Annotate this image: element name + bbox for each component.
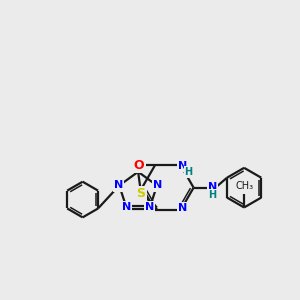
Text: N: N <box>208 182 217 192</box>
Text: H: H <box>184 167 193 177</box>
Text: N: N <box>122 202 131 212</box>
Text: H: H <box>208 190 217 200</box>
Text: N: N <box>153 181 163 190</box>
Text: O: O <box>134 159 144 172</box>
Text: N: N <box>114 181 123 190</box>
Text: N: N <box>178 203 187 213</box>
Text: N: N <box>145 202 154 212</box>
Text: S: S <box>136 187 146 200</box>
Text: N: N <box>178 161 187 171</box>
Text: CH₃: CH₃ <box>235 181 253 190</box>
